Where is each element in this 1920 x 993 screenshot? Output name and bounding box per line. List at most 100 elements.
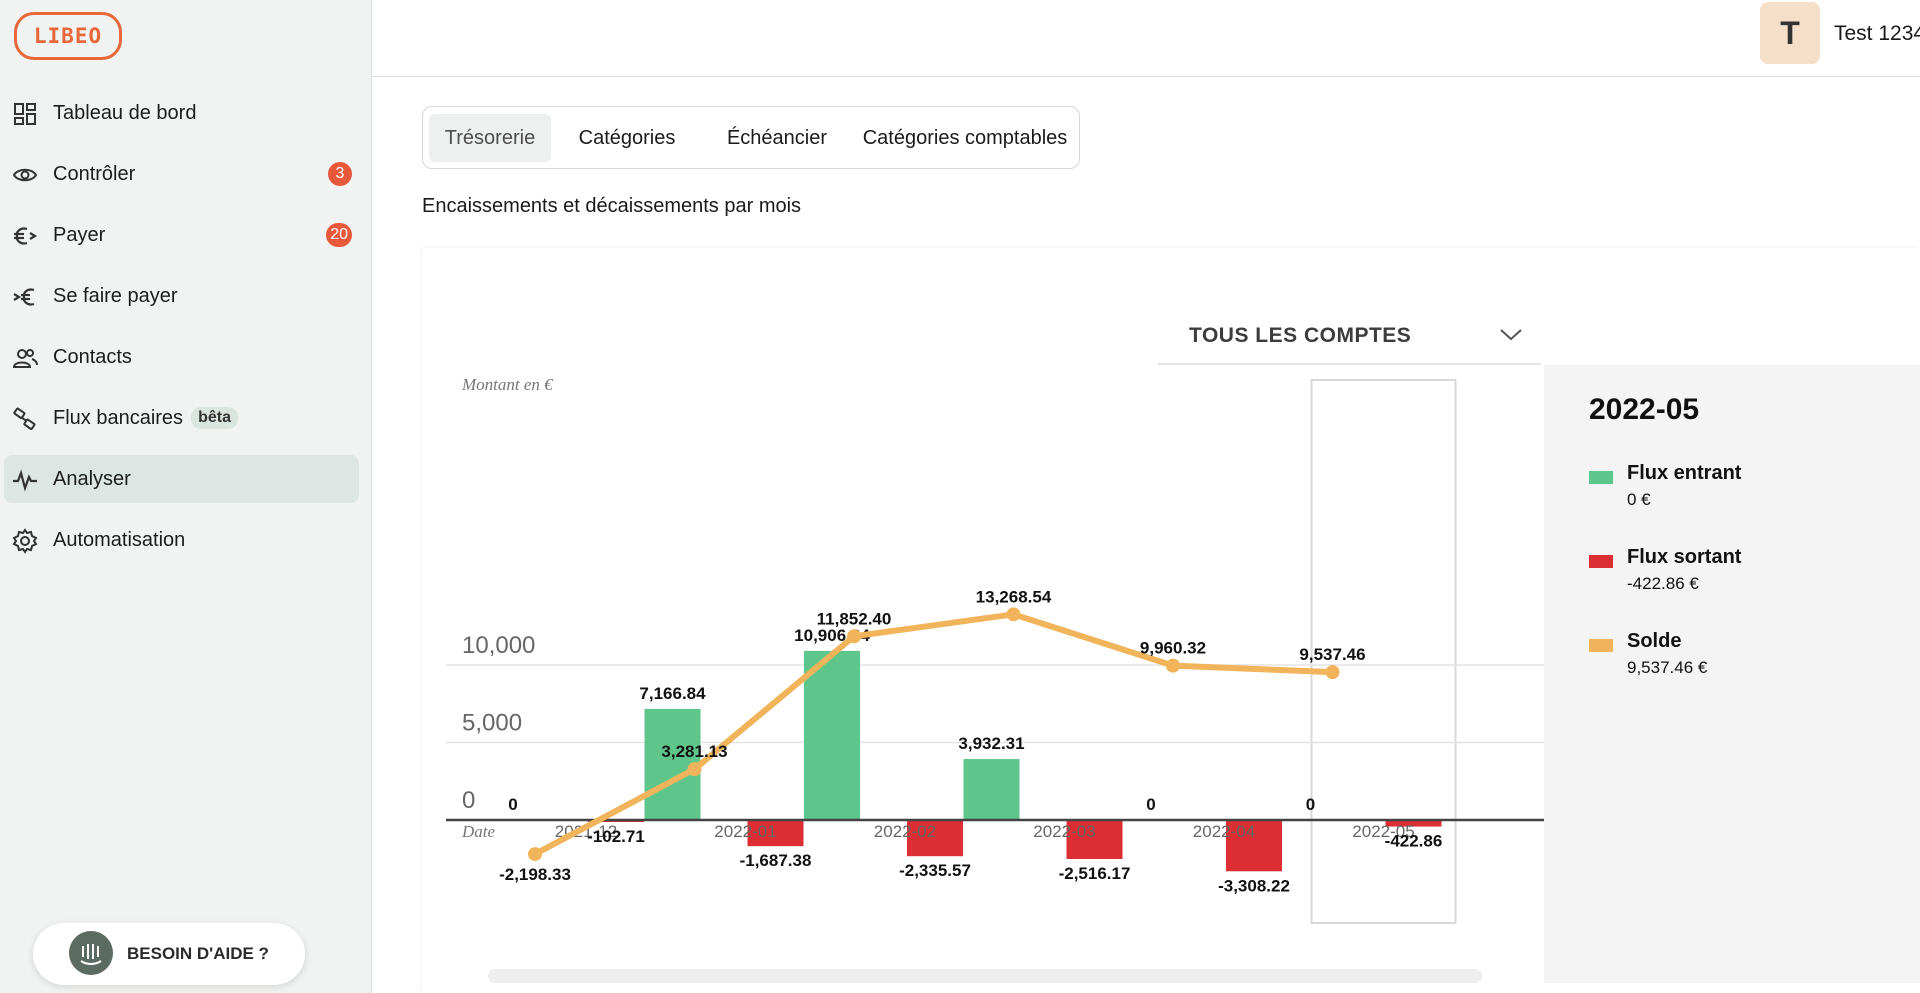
sidebar-item-analyser[interactable]: Analyser [4, 455, 359, 503]
sidebar-item-label: Contrôler [53, 162, 136, 185]
notification-badge: 3 [328, 162, 352, 186]
bar-flux-sortant [907, 820, 963, 857]
sidebar-item-automatisation[interactable]: Automatisation [4, 516, 359, 564]
detail-month: 2022-05 [1589, 393, 1700, 426]
x-tick-label: 2022-01 [714, 822, 776, 841]
data-label-solde: 13,268.54 [976, 587, 1052, 606]
gear-icon [12, 528, 38, 554]
data-label-flux-sortant: -1,687.38 [740, 851, 812, 870]
data-label-flux-sortant: -2,335.57 [899, 861, 971, 880]
data-label-flux-sortant: -3,308.22 [1218, 876, 1290, 895]
eye-icon [12, 168, 38, 182]
x-axis-title: Date [461, 822, 496, 841]
flux-label-text: Flux bancaires [53, 406, 184, 429]
y-tick-label: 0 [462, 787, 475, 814]
legend-name: Solde [1627, 630, 1682, 652]
legend-swatch [1589, 639, 1613, 652]
beta-tag: bêta [191, 406, 238, 429]
euro-in-icon [13, 288, 35, 306]
bar-flux-sortant [1066, 820, 1123, 860]
tab-categories-comptables[interactable]: Catégories comptables [862, 126, 1068, 149]
sidebar-item-tableau-de-bord[interactable]: Tableau de bord [4, 89, 359, 137]
help-button[interactable]: BESOIN D'AIDE ? [33, 923, 305, 985]
legend-value: 9,537.46 € [1627, 658, 1708, 677]
data-label-flux-sortant: -102.71 [587, 827, 645, 846]
data-label-flux-entrant: 0 [1146, 795, 1155, 814]
bar-flux-entrant [963, 759, 1020, 820]
sidebar-item-contacts[interactable]: Contacts [4, 333, 359, 381]
sidebar-item-label: Se faire payer [53, 284, 178, 307]
data-label-solde: 3,281.13 [661, 742, 727, 761]
section-title: Encaissements et décaissements par mois [422, 195, 802, 217]
help-label: BESOIN D'AIDE ? [127, 944, 269, 963]
y-axis-title: Montant en € [461, 375, 554, 394]
sidebar-item-label: Flux bancaires bêta [53, 406, 238, 430]
bank-flow-icon [13, 407, 36, 430]
view-tabs: Trésorerie Catégories Échéancier Catégor… [422, 106, 1080, 169]
tab-tresorerie[interactable]: Trésorerie [429, 114, 551, 162]
data-label-flux-entrant: 0 [508, 795, 517, 814]
chat-support-icon [69, 931, 113, 975]
horizontal-scrollbar[interactable] [488, 969, 1482, 983]
username[interactable]: Test 1234 [1834, 22, 1920, 45]
data-label-flux-entrant: 0 [1306, 795, 1315, 814]
sidebar-item-payer[interactable]: Payer 20 [4, 211, 359, 259]
data-label-flux-sortant: -2,516.17 [1059, 864, 1131, 883]
avatar-initial: T [1780, 14, 1800, 51]
sidebar: LIBEO Tableau de bord Contrôler 3 Payer … [0, 0, 372, 993]
point-solde [847, 629, 861, 644]
data-label-flux-entrant: 3,932.31 [958, 734, 1024, 753]
legend-swatch [1589, 555, 1613, 568]
x-tick-label: 2022-03 [1033, 822, 1095, 841]
bar-flux-sortant [1385, 820, 1442, 827]
account-select-value: TOUS LES COMPTES [1189, 324, 1412, 347]
point-solde [687, 762, 702, 777]
logo-text: LIBEO [33, 24, 103, 48]
legend-name: Flux entrant [1627, 462, 1742, 484]
sidebar-item-controler[interactable]: Contrôler 3 [4, 150, 359, 198]
data-label-solde: 11,852.40 [817, 609, 892, 628]
legend-item-flux-sortant: Flux sortant -422.86 € [1589, 546, 1889, 596]
data-label-flux-entrant: 7,166.84 [639, 684, 706, 703]
data-label-solde: 9,537.46 [1299, 645, 1365, 664]
tab-echeancier[interactable]: Échéancier [726, 126, 828, 149]
bar-flux-entrant [804, 650, 860, 820]
month-detail-panel: 2022-05 Flux entrant 0 € Flux sortant -4… [1544, 365, 1920, 983]
euro-out-icon [14, 227, 38, 245]
sidebar-item-label: Contacts [53, 345, 132, 368]
x-tick-label: 2022-04 [1193, 822, 1255, 841]
chevron-down-icon [1500, 329, 1522, 341]
sidebar-item-se-faire-payer[interactable]: Se faire payer [4, 272, 359, 320]
sidebar-item-label: Analyser [53, 467, 131, 490]
bar-flux-sortant [747, 820, 804, 847]
data-label-flux-sortant: -422.86 [1385, 832, 1443, 851]
bar-flux-sortant [1226, 820, 1282, 872]
legend-swatch [1589, 471, 1613, 484]
dashboard-icon [14, 103, 36, 125]
pulse-icon [13, 469, 37, 492]
notification-badge: 20 [326, 223, 352, 247]
selected-month-highlight [1310, 379, 1457, 924]
x-tick-label: 2022-02 [874, 822, 936, 841]
data-label-solde: 9,960.32 [1140, 639, 1206, 658]
contacts-icon [12, 349, 38, 368]
legend-item-flux-entrant: Flux entrant 0 € [1589, 462, 1889, 512]
y-tick-label: 5,000 [462, 710, 522, 737]
point-solde [528, 847, 542, 862]
x-tick-label: 2022-05 [1352, 822, 1414, 841]
libeo-logo[interactable]: LIBEO [14, 12, 122, 60]
tab-categories[interactable]: Catégories [578, 126, 676, 149]
sidebar-item-flux-bancaires[interactable]: Flux bancaires bêta [4, 394, 359, 442]
sidebar-item-label: Automatisation [53, 528, 186, 551]
data-label-solde: -2,198.33 [499, 865, 571, 884]
account-select[interactable]: TOUS LES COMPTES [1158, 307, 1541, 365]
line-solde [533, 611, 1333, 857]
legend-item-solde: Solde 9,537.46 € [1589, 630, 1889, 680]
point-solde [1166, 658, 1180, 673]
sidebar-item-label: Payer [53, 223, 106, 246]
legend-value: -422.86 € [1627, 574, 1699, 593]
legend-value: 0 € [1627, 490, 1651, 509]
avatar[interactable]: T [1760, 2, 1820, 64]
y-tick-label: 10,000 [462, 632, 535, 659]
